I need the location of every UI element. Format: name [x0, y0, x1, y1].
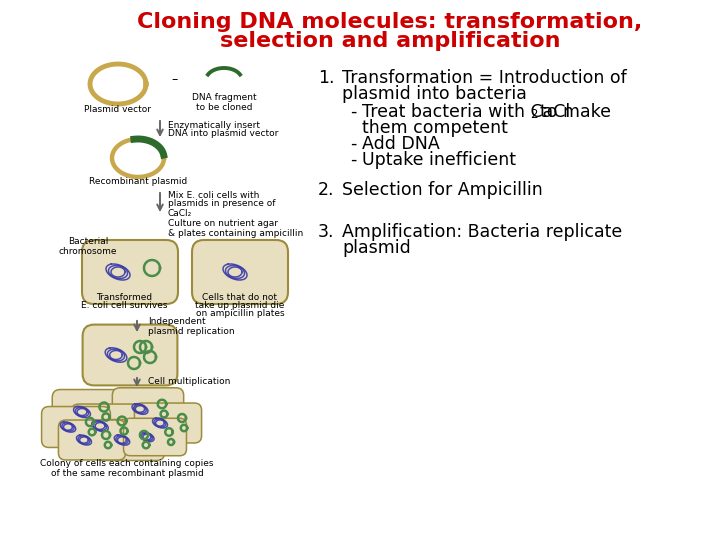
Text: -: - — [350, 151, 356, 169]
Text: -: - — [350, 135, 356, 153]
Text: & plates containing ampicillin: & plates containing ampicillin — [168, 228, 303, 238]
Text: plasmid: plasmid — [342, 239, 410, 257]
Text: DNA into plasmid vector: DNA into plasmid vector — [168, 130, 279, 138]
Text: Cells that do not: Cells that do not — [202, 294, 277, 302]
Text: plasmid into bacteria: plasmid into bacteria — [342, 85, 527, 103]
Text: 2: 2 — [530, 109, 538, 122]
Text: Mix E. coli cells with: Mix E. coli cells with — [168, 191, 259, 199]
Text: E. coli cell survives: E. coli cell survives — [81, 301, 167, 310]
Text: them competent: them competent — [362, 119, 508, 137]
FancyBboxPatch shape — [83, 325, 177, 386]
Text: 2.: 2. — [318, 181, 335, 199]
FancyBboxPatch shape — [71, 404, 145, 448]
FancyBboxPatch shape — [112, 388, 184, 430]
Text: Amplification: Bacteria replicate: Amplification: Bacteria replicate — [342, 223, 622, 241]
Text: –: – — [172, 73, 178, 86]
Text: chromosome: chromosome — [59, 246, 117, 255]
Text: 3.: 3. — [318, 223, 335, 241]
Text: Cell multiplication: Cell multiplication — [148, 377, 230, 387]
Text: of the same recombinant plasmid: of the same recombinant plasmid — [50, 469, 203, 477]
FancyBboxPatch shape — [124, 418, 186, 456]
Text: on ampicillin plates: on ampicillin plates — [196, 309, 284, 319]
Text: Selection for Ampicillin: Selection for Ampicillin — [342, 181, 543, 199]
FancyBboxPatch shape — [82, 240, 178, 304]
FancyBboxPatch shape — [42, 407, 110, 448]
FancyBboxPatch shape — [96, 420, 164, 461]
FancyBboxPatch shape — [192, 240, 288, 304]
FancyBboxPatch shape — [58, 420, 125, 460]
Text: Plasmid vector: Plasmid vector — [84, 105, 151, 114]
Text: Culture on nutrient agar: Culture on nutrient agar — [168, 219, 278, 228]
FancyBboxPatch shape — [135, 403, 202, 443]
Text: Enzymatically insert: Enzymatically insert — [168, 120, 260, 130]
Text: 1.: 1. — [318, 69, 335, 87]
Text: Treat bacteria with CaCl: Treat bacteria with CaCl — [362, 103, 570, 121]
Text: to be cloned: to be cloned — [196, 103, 252, 111]
Text: Independent: Independent — [148, 318, 206, 327]
Text: -: - — [350, 103, 356, 121]
Text: plasmid replication: plasmid replication — [148, 327, 235, 335]
Text: DNA fragment: DNA fragment — [192, 93, 256, 103]
Text: Transformed: Transformed — [96, 294, 152, 302]
Text: Colony of cells each containing copies: Colony of cells each containing copies — [40, 460, 214, 469]
Text: Transformation = Introduction of: Transformation = Introduction of — [342, 69, 626, 87]
Text: to make: to make — [540, 103, 611, 121]
FancyBboxPatch shape — [53, 389, 127, 435]
Text: Recombinant plasmid: Recombinant plasmid — [89, 178, 187, 186]
Text: Uptake inefficient: Uptake inefficient — [362, 151, 516, 169]
Text: Bacterial: Bacterial — [68, 238, 108, 246]
Text: CaCl₂: CaCl₂ — [168, 208, 192, 218]
Text: Cloning DNA molecules: transformation,: Cloning DNA molecules: transformation, — [138, 12, 643, 32]
Text: Add DNA: Add DNA — [362, 135, 440, 153]
Text: plasmids in presence of: plasmids in presence of — [168, 199, 276, 208]
Text: take up plasmid die: take up plasmid die — [195, 301, 284, 310]
Text: selection and amplification: selection and amplification — [220, 31, 560, 51]
